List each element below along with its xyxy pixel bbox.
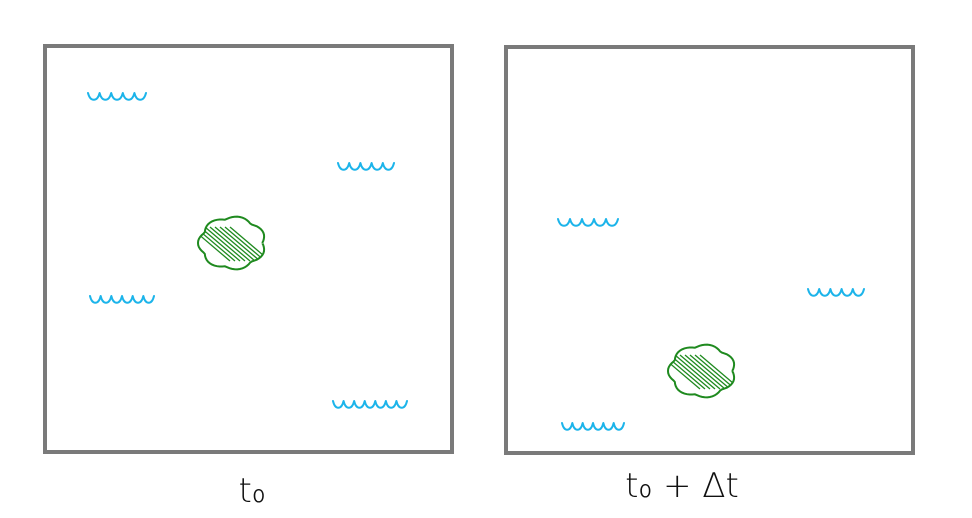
panel-label: t₀ + Δt bbox=[625, 466, 739, 506]
blob bbox=[196, 215, 266, 271]
hatch-line bbox=[689, 354, 731, 390]
hatch-line bbox=[224, 226, 265, 262]
hatch-line bbox=[669, 354, 711, 390]
wave bbox=[337, 162, 395, 171]
hatch-line bbox=[668, 354, 701, 390]
hatch-line bbox=[679, 354, 721, 390]
wave bbox=[87, 92, 147, 101]
wave bbox=[332, 400, 408, 409]
wave bbox=[89, 295, 155, 304]
wave bbox=[807, 288, 865, 297]
hatch-line bbox=[674, 354, 716, 390]
hatching bbox=[668, 354, 735, 390]
blob bbox=[666, 343, 736, 399]
hatch-line bbox=[209, 226, 251, 262]
shapes bbox=[87, 92, 865, 431]
panel-box bbox=[43, 44, 454, 454]
hatch-line bbox=[219, 226, 261, 262]
wave bbox=[561, 422, 625, 431]
hatch-line bbox=[684, 354, 726, 390]
hatching bbox=[198, 226, 265, 262]
panel-label: t₀ bbox=[239, 471, 266, 511]
hatch-line bbox=[199, 226, 241, 262]
hatch-line bbox=[204, 226, 246, 262]
hatch-line bbox=[694, 354, 735, 390]
wave bbox=[557, 218, 619, 227]
panel-box bbox=[504, 45, 915, 455]
hatch-line bbox=[214, 226, 256, 262]
hatch-line bbox=[198, 226, 231, 262]
